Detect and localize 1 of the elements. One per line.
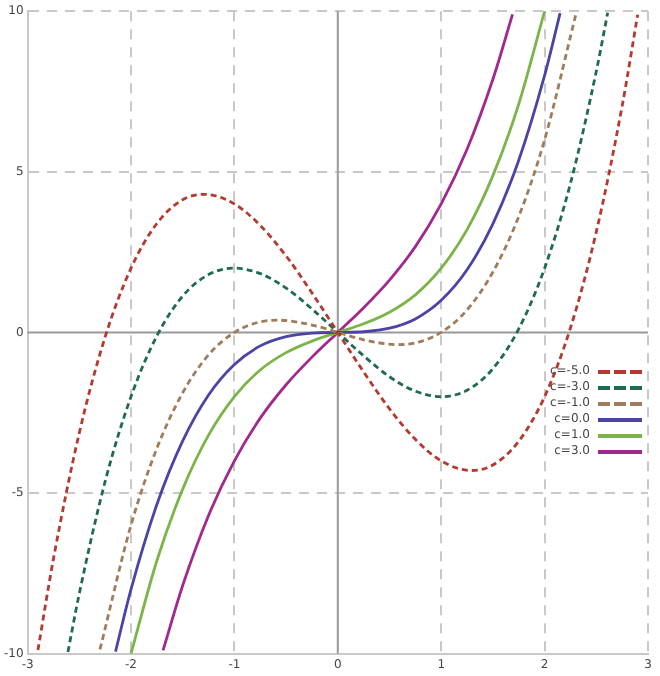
line-series	[161, 13, 514, 652]
